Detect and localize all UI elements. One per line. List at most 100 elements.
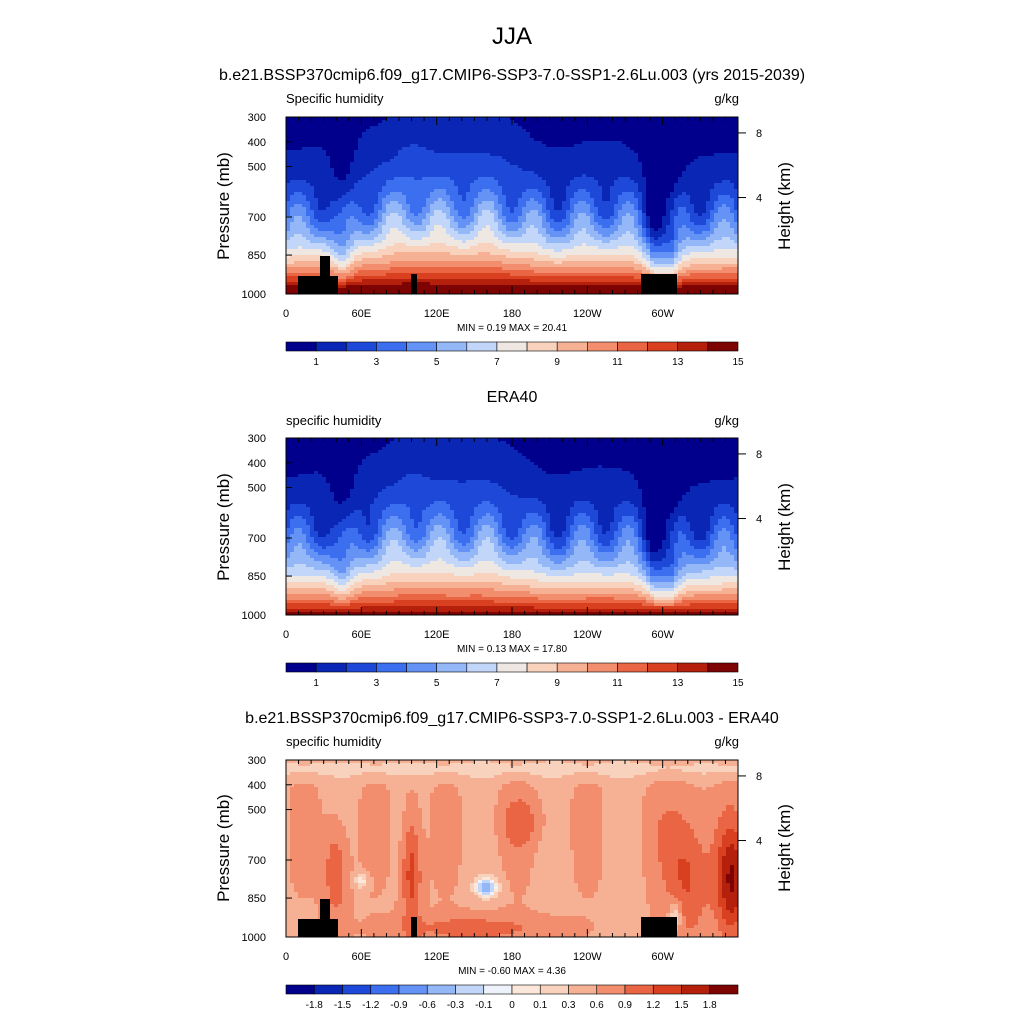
contour-cell xyxy=(494,249,499,253)
contour-cell xyxy=(490,156,495,160)
contour-cell xyxy=(302,159,307,163)
contour-cell xyxy=(410,207,415,211)
contour-cell xyxy=(406,129,411,133)
contour-cell xyxy=(458,273,463,277)
contour-cell xyxy=(318,249,323,253)
contour-cell xyxy=(294,291,299,294)
contour-cell xyxy=(378,288,383,292)
contour-cell xyxy=(586,210,591,214)
contour-cell xyxy=(370,117,375,121)
contour-cell xyxy=(410,264,415,268)
contour-cell xyxy=(322,159,327,163)
contour-cell xyxy=(478,225,483,229)
contour-cell xyxy=(434,282,439,286)
contour-cell xyxy=(510,195,515,199)
contour-cell xyxy=(578,222,583,226)
contour-cell xyxy=(598,228,603,232)
contour-cell xyxy=(454,222,459,226)
contour-cell xyxy=(514,192,519,196)
contour-cell xyxy=(502,228,507,232)
contour-cell xyxy=(574,234,579,238)
contour-cell xyxy=(358,267,363,271)
contour-cell xyxy=(414,129,419,133)
contour-cell xyxy=(386,156,391,160)
contour-cell xyxy=(494,291,499,294)
contour-cell xyxy=(578,138,583,142)
contour-cell xyxy=(582,162,587,166)
contour-cell xyxy=(318,177,323,181)
contour-cell xyxy=(366,141,371,145)
contour-cell xyxy=(426,177,431,181)
contour-cell xyxy=(566,159,571,163)
contour-cell xyxy=(530,192,535,196)
contour-cell xyxy=(546,276,551,280)
contour-cell xyxy=(498,186,503,190)
contour-cell xyxy=(438,267,443,271)
contour-cell xyxy=(506,138,511,142)
contour-cell xyxy=(298,216,303,220)
contour-cell xyxy=(538,279,543,283)
contour-cell xyxy=(350,285,355,289)
contour-cell xyxy=(374,198,379,202)
contour-cell xyxy=(346,192,351,196)
contour-cell xyxy=(498,198,503,202)
contour-cell xyxy=(606,225,611,229)
contour-cell xyxy=(502,273,507,277)
contour-cell xyxy=(438,201,443,205)
contour-cell xyxy=(470,207,475,211)
contour-cell xyxy=(562,186,567,190)
contour-cell xyxy=(514,267,519,271)
contour-cell xyxy=(370,141,375,145)
contour-cell xyxy=(418,291,423,294)
contour-cell xyxy=(310,180,315,184)
contour-cell xyxy=(358,258,363,262)
contour-cell xyxy=(602,216,607,220)
contour-cell xyxy=(302,174,307,178)
contour-cell xyxy=(594,273,599,277)
contour-cell xyxy=(466,183,471,187)
contour-cell xyxy=(314,267,319,271)
contour-cell xyxy=(498,273,503,277)
contour-cell xyxy=(286,270,291,274)
contour-cell xyxy=(526,234,531,238)
contour-cell xyxy=(354,234,359,238)
contour-cell xyxy=(350,243,355,247)
contour-cell xyxy=(430,159,435,163)
contour-cell xyxy=(602,231,607,235)
contour-cell xyxy=(606,258,611,262)
contour-cell xyxy=(506,255,511,259)
contour-cell xyxy=(582,222,587,226)
contour-cell xyxy=(458,207,463,211)
contour-cell xyxy=(334,231,339,235)
contour-cell xyxy=(586,231,591,235)
contour-cell xyxy=(554,180,559,184)
contour-cell xyxy=(398,195,403,199)
contour-cell xyxy=(466,228,471,232)
contour-cell xyxy=(522,138,527,142)
contour-cell xyxy=(382,237,387,241)
contour-cell xyxy=(378,132,383,136)
contour-cell xyxy=(354,225,359,229)
contour-cell xyxy=(502,135,507,139)
contour-cell xyxy=(458,117,463,121)
contour-cell xyxy=(430,243,435,247)
contour-cell xyxy=(614,240,619,244)
contour-cell xyxy=(290,258,295,262)
contour-cell xyxy=(286,144,291,148)
contour-cell xyxy=(610,279,615,283)
contour-cell xyxy=(342,252,347,256)
contour-cell xyxy=(370,249,375,253)
contour-cell xyxy=(454,231,459,235)
contour-cell xyxy=(534,162,539,166)
contour-cell xyxy=(302,240,307,244)
contour-cell xyxy=(358,126,363,130)
contour-cell xyxy=(534,246,539,250)
contour-cell xyxy=(294,216,299,220)
contour-cell xyxy=(474,282,479,286)
contour-cell xyxy=(386,162,391,166)
contour-cell xyxy=(526,186,531,190)
contour-cell xyxy=(470,150,475,154)
contour-cell xyxy=(478,153,483,157)
contour-cell xyxy=(474,159,479,163)
contour-cell xyxy=(502,150,507,154)
